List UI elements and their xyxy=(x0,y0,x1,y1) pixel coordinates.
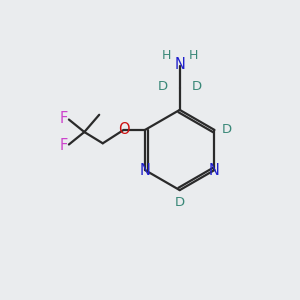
Text: D: D xyxy=(192,80,202,94)
Text: F: F xyxy=(59,110,68,125)
Text: N: N xyxy=(140,163,150,178)
Text: O: O xyxy=(118,122,129,137)
Text: D: D xyxy=(222,123,232,136)
Text: H: H xyxy=(161,49,171,62)
Text: F: F xyxy=(59,139,68,154)
Text: D: D xyxy=(158,80,168,94)
Text: D: D xyxy=(175,196,185,209)
Text: H: H xyxy=(189,49,198,62)
Text: N: N xyxy=(209,163,220,178)
Text: N: N xyxy=(174,57,185,72)
